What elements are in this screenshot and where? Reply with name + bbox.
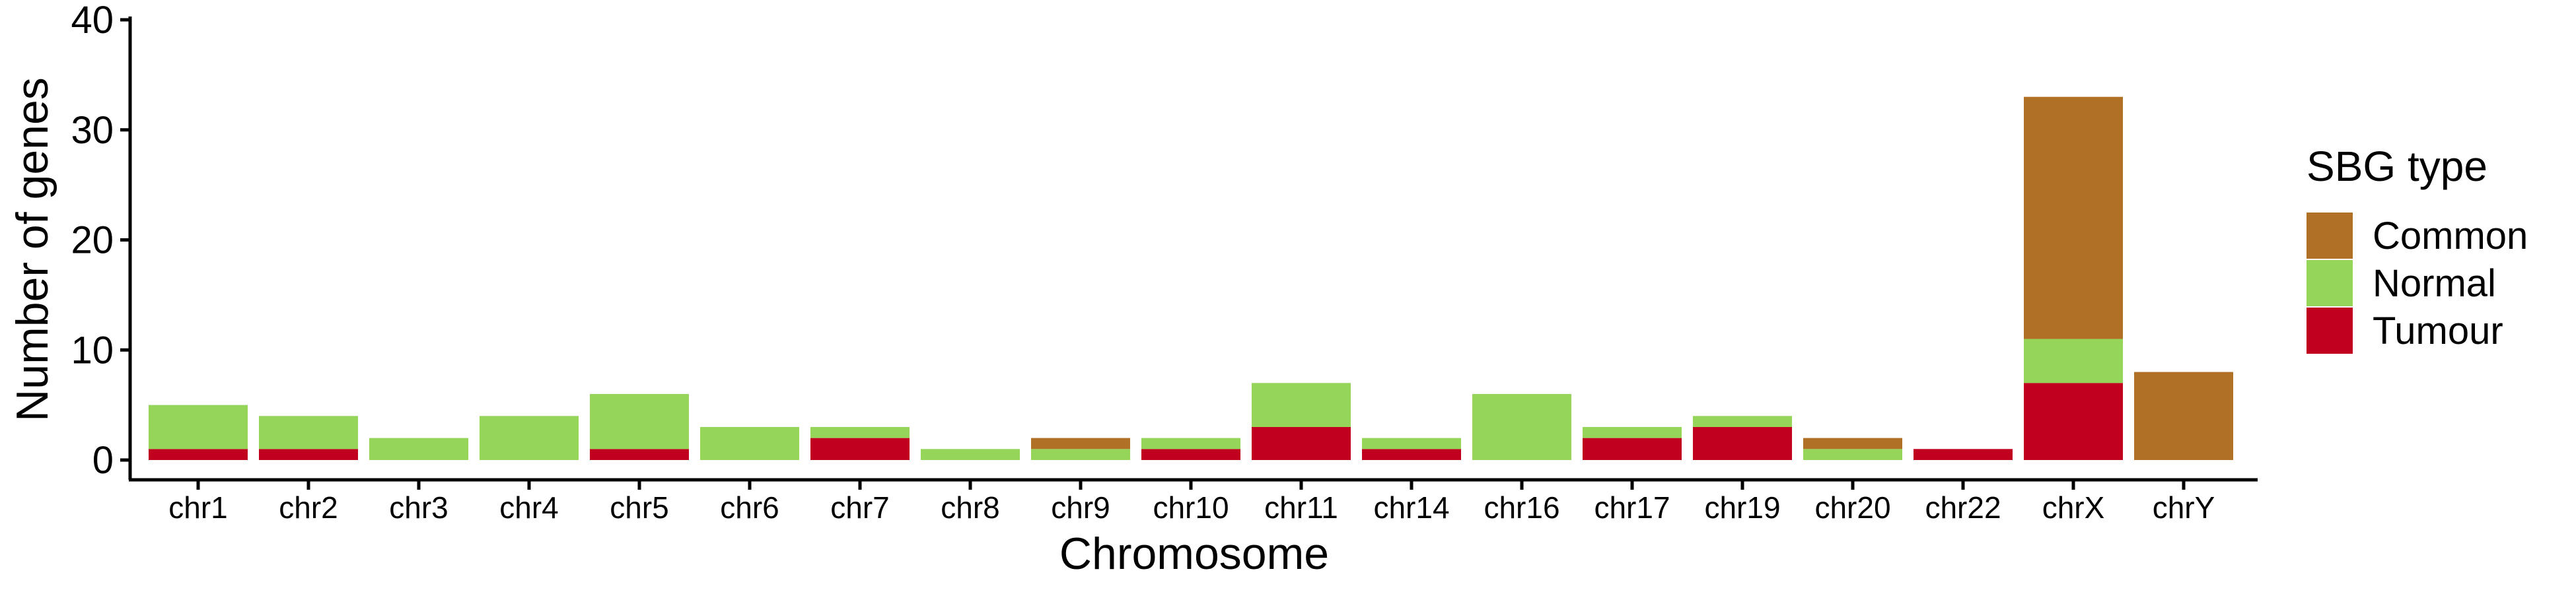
bar-chr22-tumour (1914, 449, 2013, 460)
x-tick-label: chr19 (1704, 490, 1780, 525)
y-axis-title: Number of genes (7, 77, 57, 422)
x-tick-label: chr8 (941, 490, 999, 525)
bar-chrX-common (2024, 96, 2123, 339)
bar-chr1-tumour (149, 449, 248, 460)
bar-chr20-common (1803, 438, 1902, 449)
legend-title: SBG type (2307, 143, 2487, 190)
x-tick-label: chr22 (1925, 490, 2001, 525)
x-tick-label: chr14 (1373, 490, 1449, 525)
y-tick-label: 10 (71, 329, 114, 372)
bar-chr10-tumour (1141, 449, 1240, 460)
x-tick-label: chr5 (610, 490, 668, 525)
x-tick-label: chr3 (389, 490, 448, 525)
x-tick-label: chr2 (279, 490, 338, 525)
bar-chr17-tumour (1583, 438, 1682, 460)
x-ticks-group: chr1 chr2 chr3 chr4 chr5 chr6 chr7 chr8 chr9 chr1… (168, 480, 2215, 525)
bar-chr11-tumour (1252, 426, 1351, 460)
bar-chr11-normal (1252, 383, 1351, 427)
y-tick-label: 30 (71, 109, 114, 152)
x-tick-label: chr17 (1594, 490, 1670, 525)
legend-label-normal: Normal (2373, 262, 2496, 305)
y-tick-label: 20 (71, 219, 114, 262)
bar-chr5-tumour (590, 449, 689, 460)
bar-chr7-tumour (810, 438, 910, 460)
bar-chr6-normal (700, 426, 799, 460)
x-tick-label: chrX (2042, 490, 2105, 525)
bar-chrX-normal (2024, 339, 2123, 383)
bar-chr1-normal (149, 405, 248, 449)
bar-chr16-normal (1472, 393, 1571, 460)
legend-swatch-tumour (2307, 308, 2353, 354)
bar-chr19-tumour (1693, 426, 1792, 460)
bar-chr8-normal (921, 449, 1020, 460)
bar-chr7-normal (810, 426, 910, 438)
bar-chr19-normal (1693, 416, 1792, 427)
bar-chr20-normal (1803, 449, 1902, 460)
x-tick-label: chr6 (720, 490, 779, 525)
x-tick-label: chr4 (499, 490, 558, 525)
legend-swatch-normal (2307, 260, 2353, 306)
bar-chrY-common (2134, 372, 2233, 460)
bar-chrX-tumour (2024, 383, 2123, 460)
bar-chr2-tumour (259, 449, 358, 460)
x-tick-label: chr16 (1484, 490, 1559, 525)
x-axis-title: Chromosome (1059, 529, 1329, 579)
bar-chr10-normal (1141, 438, 1240, 449)
x-tick-label: chr1 (168, 490, 227, 525)
bar-chr3-normal (369, 438, 468, 460)
x-tick-label: chr10 (1153, 490, 1229, 525)
x-tick-label: chr20 (1814, 490, 1890, 525)
legend: SBG type Common Normal Tumour (2307, 143, 2528, 354)
y-ticks-group: 0 10 20 30 40 (71, 0, 130, 482)
legend-label-common: Common (2373, 214, 2528, 257)
bar-chr9-normal (1031, 449, 1130, 460)
bar-chr14-normal (1362, 438, 1461, 449)
bar-chr5-normal (590, 393, 689, 449)
bar-chr9-common (1031, 438, 1130, 449)
legend-label-tumour: Tumour (2373, 310, 2503, 352)
bar-chr14-tumour (1362, 449, 1461, 460)
legend-swatch-common (2307, 213, 2353, 259)
y-tick-label: 40 (71, 0, 114, 42)
x-tick-label: chrY (2153, 490, 2215, 525)
bar-chr17-normal (1583, 426, 1682, 438)
bar-chr4-normal (480, 416, 579, 460)
bar-chr2-normal (259, 416, 358, 449)
x-tick-label: chr11 (1264, 490, 1338, 525)
y-tick-label: 0 (92, 439, 114, 482)
x-tick-label: chr9 (1051, 490, 1110, 525)
x-tick-label: chr7 (830, 490, 889, 525)
bars-group (149, 96, 2233, 460)
